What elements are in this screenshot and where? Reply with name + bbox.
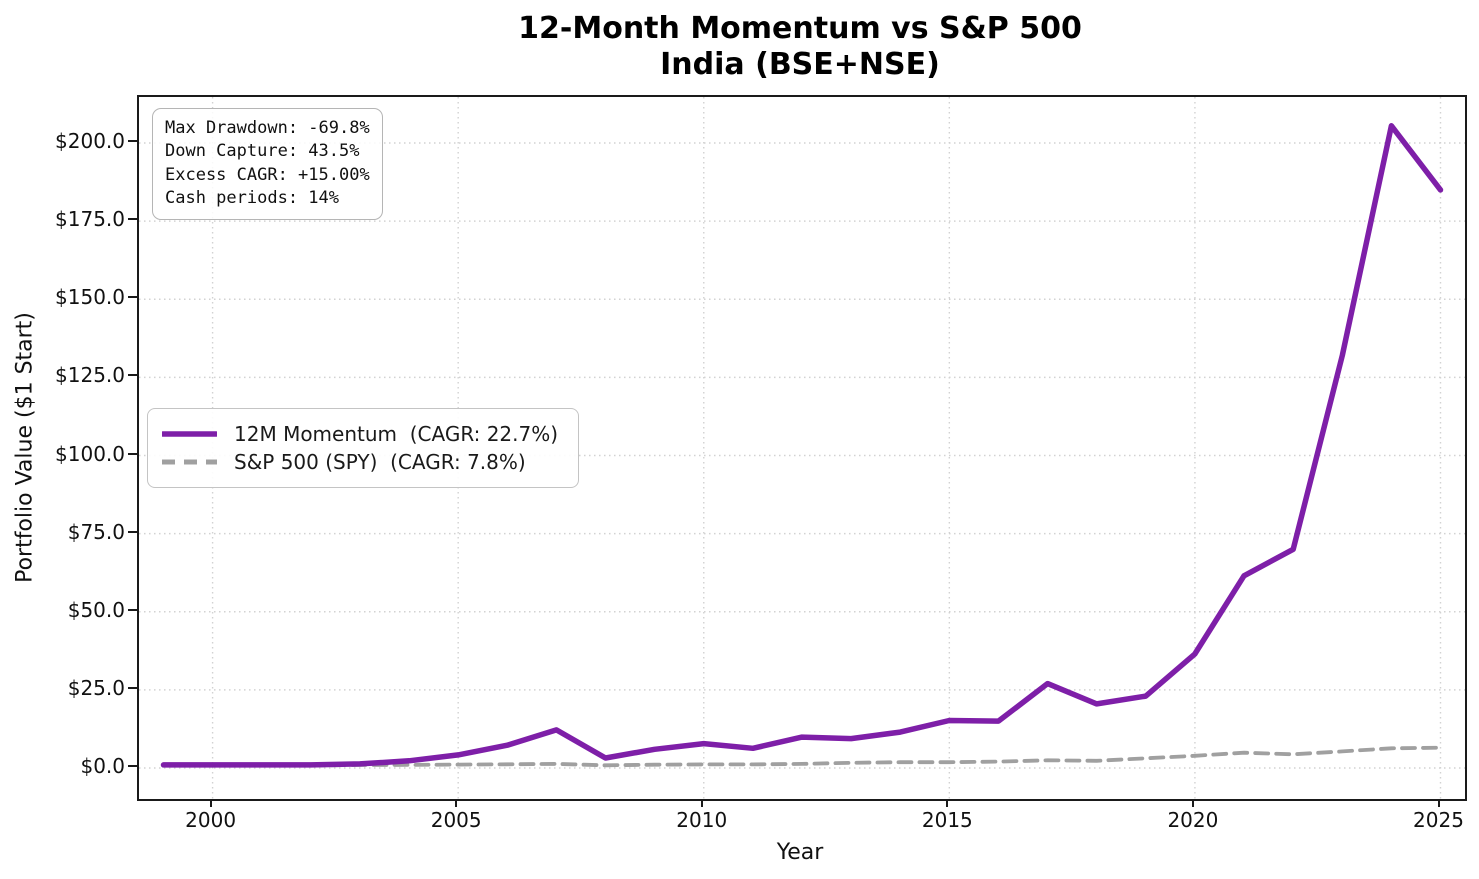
y-tick-label: $25.0 (67, 675, 125, 700)
legend-label-spy: S&P 500 (SPY) (CAGR: 7.8%) (234, 450, 526, 474)
x-tick-mark (1437, 799, 1440, 807)
y-tick-label: $175.0 (55, 207, 125, 232)
x-tick-mark (455, 799, 458, 807)
stat-down-capture: Down Capture: 43.5% (165, 141, 360, 162)
stat-cash-periods: Cash periods: 14% (165, 188, 339, 209)
x-tick-mark (700, 799, 703, 807)
legend-label-momentum: 12M Momentum (CAGR: 22.7%) (234, 422, 559, 446)
x-tick-label: 2020 (1167, 808, 1219, 832)
y-tick-mark (128, 452, 137, 455)
legend-item-spy: S&P 500 (SPY) (CAGR: 7.8%) (162, 448, 558, 476)
y-tick-mark (128, 374, 137, 377)
y-tick-label: $50.0 (67, 597, 125, 622)
y-axis-label: Portfolio Value ($1 Start) (12, 312, 38, 583)
y-tick-label: $125.0 (55, 363, 125, 388)
y-tick-label: $100.0 (55, 441, 125, 466)
legend-item-momentum: 12M Momentum (CAGR: 22.7%) (162, 420, 558, 448)
y-tick-mark (128, 530, 137, 533)
x-tick-mark (209, 799, 212, 807)
y-tick-label: $200.0 (55, 129, 125, 153)
stat-excess-cagr: Excess CAGR: +15.00% (165, 164, 370, 185)
chart-title-line1: 12-Month Momentum vs S&P 500 (518, 11, 1082, 46)
x-tick-label: 2025 (1413, 808, 1464, 832)
stat-max-drawdown: Max Drawdown: -69.8% (165, 118, 370, 138)
legend: 12M Momentum (CAGR: 22.7%) S&P 500 (SPY)… (147, 408, 580, 488)
momentum-series-line (160, 123, 1444, 768)
y-tick-mark (128, 218, 137, 221)
x-tick-label: 2015 (921, 808, 973, 832)
y-tick-mark (128, 765, 137, 767)
y-tick-label: $150.0 (55, 285, 125, 310)
y-tick-mark (128, 686, 137, 689)
x-axis-label: Year (776, 840, 824, 865)
momentum-line-swatch (162, 431, 217, 437)
x-tick-label: 2000 (185, 808, 237, 832)
y-tick-mark (128, 296, 137, 299)
chart-title: 12-Month Momentum vs S&P 500 India (BSE+… (137, 11, 1463, 83)
stats-box: Max Drawdown: -69.8% Down Capture: 43.5%… (152, 108, 383, 220)
y-tick-label: $75.0 (67, 519, 125, 544)
spy-line-swatch (162, 459, 217, 465)
x-tick-label: 2005 (430, 808, 482, 832)
x-tick-mark (1191, 799, 1194, 807)
chart-title-line2: India (BSE+NSE) (660, 47, 940, 82)
x-tick-label: 2010 (676, 808, 728, 832)
x-tick-mark (946, 799, 949, 807)
y-tick-mark (128, 140, 137, 142)
y-tick-label: $0.0 (80, 754, 125, 778)
y-tick-mark (128, 608, 137, 611)
